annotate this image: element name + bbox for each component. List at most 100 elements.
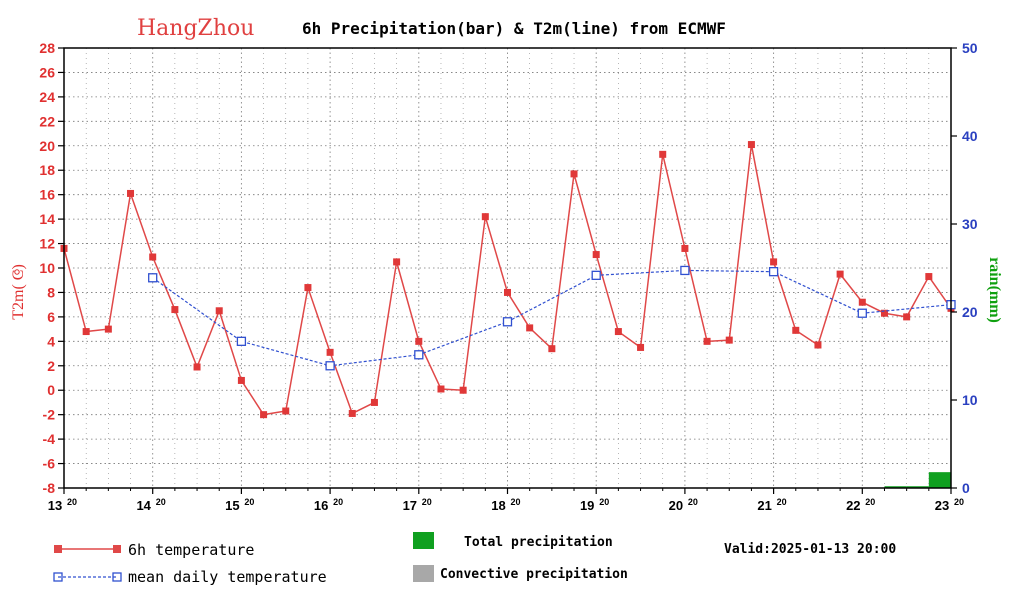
temp-6h-point [703, 337, 711, 345]
temp-6h-point [304, 284, 312, 292]
y-left-tick-label: 26 [39, 64, 55, 80]
temp-6h-point [193, 363, 201, 371]
x-tick-label-sup: 20 [599, 497, 609, 507]
legend-temp-marker-b [113, 545, 121, 553]
x-tick-label-sup: 20 [156, 497, 166, 507]
temperature-lines [60, 141, 956, 419]
temp-6h-point [880, 309, 888, 317]
x-tick-label: 20 [669, 498, 683, 513]
valid-time: Valid:2025-01-13 20:00 [724, 542, 896, 557]
legend-temp-label: 6h temperature [128, 541, 254, 559]
x-tick-label: 13 [48, 498, 62, 513]
y-left-tick-label: 8 [47, 284, 55, 300]
y-left-tick-label: 4 [47, 333, 55, 349]
precipitation-bars [884, 472, 951, 488]
x-tick-label: 23 [935, 498, 949, 513]
x-tick-label-sup: 20 [422, 497, 432, 507]
temp-6h-point [348, 409, 356, 417]
y-right-tick-label: 40 [962, 128, 978, 144]
temp-6h-point [659, 150, 667, 158]
temp-6h-point [592, 251, 600, 259]
y-left-tick-label: 12 [39, 236, 55, 252]
temp-6h-point [127, 189, 135, 197]
temp-6h-point [393, 258, 401, 266]
y-right-tick-label: 0 [962, 480, 970, 496]
x-tick-label: 19 [580, 498, 594, 513]
mean-temp-line [152, 269, 952, 367]
x-tick-label-sup: 20 [954, 497, 964, 507]
x-tick-label-sup: 20 [67, 497, 77, 507]
x-tick-label: 17 [403, 498, 417, 513]
precip-bar [884, 486, 907, 488]
mean-temp-point [148, 273, 158, 283]
mean-temp-point [325, 361, 335, 371]
axes [58, 47, 957, 494]
temp-6h-point [548, 345, 556, 353]
legend-temp-marker-a [54, 545, 62, 553]
temp-6h-point [104, 325, 112, 333]
legend-conv-precip-swatch [413, 565, 434, 582]
mean-temp-point [414, 350, 424, 360]
precip-bar [906, 486, 929, 488]
temp-6h-point [570, 170, 578, 178]
y-left-tick-label: -8 [43, 480, 56, 496]
y-left-tick-label: -4 [43, 431, 56, 447]
degree-symbol [14, 269, 20, 275]
x-tick-label: 14 [136, 498, 151, 513]
x-tick-label-sup: 20 [865, 497, 875, 507]
temp-6h-point [903, 313, 911, 321]
y-left-tick-label: 6 [47, 309, 55, 325]
x-tick-label-sup: 20 [510, 497, 520, 507]
x-tick-label: 16 [314, 498, 328, 513]
x-tick-label: 18 [491, 498, 505, 513]
temp-6h-point [437, 385, 445, 393]
y-left-tick-label: 22 [39, 113, 55, 129]
legend: 6h temperature mean daily temperature To… [53, 532, 896, 586]
legend-total-precip-swatch [413, 532, 434, 549]
y-left-tick-label: 24 [39, 89, 55, 105]
y-left-tick-label: -2 [43, 407, 56, 423]
temp-6h-point [725, 336, 733, 344]
y-right-tick-label: 30 [962, 216, 978, 232]
temp-6h-point [370, 398, 378, 406]
chart-title-city: HangZhou [137, 16, 254, 41]
legend-conv-precip-label: Convective precipitation [440, 567, 628, 582]
temp-6h-point [171, 306, 179, 314]
temp-6h-point [260, 411, 268, 419]
legend-total-precip-label: Total precipitation [464, 535, 613, 550]
temp-6h-point [836, 270, 844, 278]
y-left-tick-label: -6 [43, 456, 56, 472]
temp-6h-point [526, 324, 534, 332]
y-left-tick-label: 10 [39, 260, 55, 276]
temp-6h-point [770, 258, 778, 266]
y-left-tick-label: 28 [39, 40, 55, 56]
x-tick-label: 15 [225, 498, 239, 513]
temp-6h-point [282, 407, 290, 415]
x-tick-label: 22 [846, 498, 860, 513]
x-tick-label: 21 [757, 498, 771, 513]
temp-6h-point [814, 341, 822, 349]
mean-temp-point [502, 317, 513, 327]
y-right-tick-label: 10 [962, 392, 978, 408]
temp-6h-point [925, 273, 933, 281]
temp-6h-point [82, 328, 90, 336]
temp-6h-point [614, 328, 622, 336]
y-left-tick-label: 18 [39, 162, 55, 178]
y-left-tick-label: 0 [47, 382, 55, 398]
mean-temp-point [236, 336, 247, 346]
temp-6h-point [415, 337, 423, 345]
x-tick-label-sup: 20 [777, 497, 787, 507]
y-right-tick-label: 50 [962, 40, 978, 56]
legend-mean-marker-b [112, 572, 122, 582]
chart-title: 6h Precipitation(bar) & T2m(line) from E… [302, 19, 726, 38]
x-tick-label-sup: 20 [688, 497, 698, 507]
temp-6h-point [792, 326, 800, 334]
temp-6h-point [858, 298, 866, 306]
x-tick-label-sup: 20 [333, 497, 343, 507]
mean-temp-point [680, 265, 690, 276]
axis-labels: -8-6-4-202468101214161820222426280102030… [14, 40, 978, 513]
y-axis-right-label: rain(mm) [986, 257, 1003, 323]
y-left-tick-label: 16 [39, 187, 55, 203]
y-right-tick-label: 20 [962, 304, 978, 320]
